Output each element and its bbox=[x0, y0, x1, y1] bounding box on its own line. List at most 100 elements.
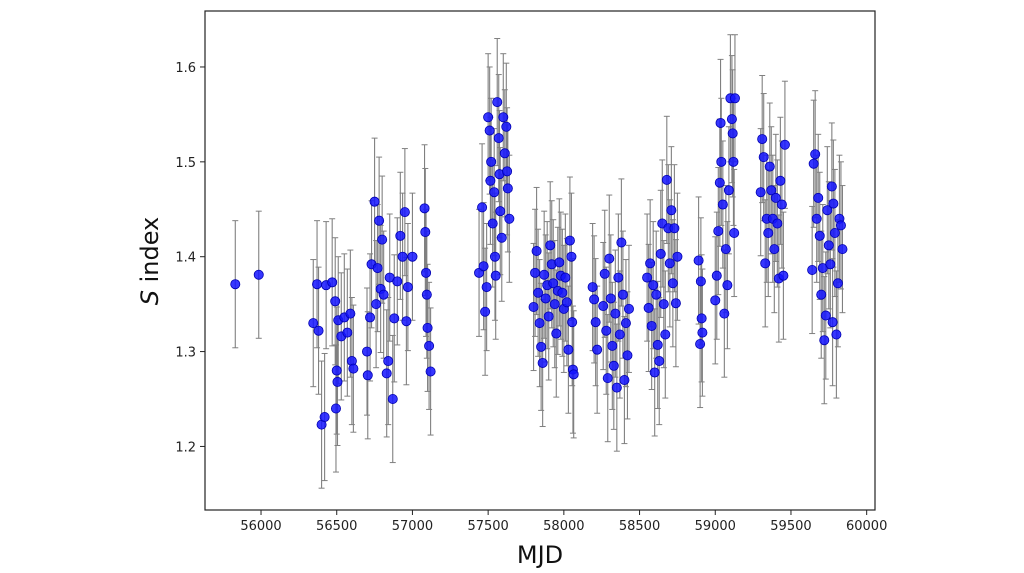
data-point bbox=[654, 356, 665, 367]
data-point bbox=[561, 297, 572, 308]
data-point bbox=[592, 344, 603, 355]
data-point bbox=[557, 287, 568, 298]
data-point bbox=[493, 133, 504, 144]
data-point bbox=[540, 293, 551, 304]
data-point bbox=[616, 237, 627, 248]
data-point bbox=[693, 255, 704, 266]
data-point bbox=[827, 317, 838, 328]
data-point bbox=[670, 298, 681, 309]
data-point bbox=[362, 346, 373, 357]
data-point bbox=[487, 218, 498, 229]
data-point bbox=[651, 289, 662, 300]
data-markers bbox=[230, 93, 848, 430]
data-point bbox=[807, 264, 818, 275]
x-tick-label: 60000 bbox=[846, 519, 887, 534]
data-point bbox=[342, 327, 353, 338]
data-point bbox=[502, 183, 513, 194]
data-point bbox=[399, 207, 410, 218]
data-point bbox=[486, 156, 497, 167]
data-point bbox=[664, 258, 675, 269]
data-point bbox=[551, 328, 562, 339]
data-point bbox=[715, 117, 726, 128]
data-point bbox=[825, 259, 836, 270]
x-tick-label: 57500 bbox=[467, 519, 508, 534]
y-tick-label: 1.4 bbox=[175, 251, 196, 266]
data-point bbox=[837, 244, 848, 255]
data-point bbox=[402, 282, 413, 293]
data-point bbox=[419, 203, 430, 214]
y-tick-label: 1.3 bbox=[175, 346, 196, 361]
data-point bbox=[312, 279, 323, 290]
data-point bbox=[599, 268, 610, 279]
data-point bbox=[814, 230, 825, 241]
data-point bbox=[478, 261, 489, 272]
data-point bbox=[383, 356, 394, 367]
data-point bbox=[313, 325, 324, 336]
data-point bbox=[230, 279, 241, 290]
data-point bbox=[377, 234, 388, 245]
data-point bbox=[602, 373, 613, 384]
data-point bbox=[811, 213, 822, 224]
data-point bbox=[530, 267, 541, 278]
data-point bbox=[533, 287, 544, 298]
data-point bbox=[816, 289, 827, 300]
data-point bbox=[729, 93, 740, 104]
data-point bbox=[601, 325, 612, 336]
data-point bbox=[643, 302, 654, 313]
data-point bbox=[330, 296, 341, 307]
data-point bbox=[489, 251, 500, 262]
data-point bbox=[613, 272, 624, 283]
data-point bbox=[813, 192, 824, 203]
data-point bbox=[424, 340, 435, 351]
data-point bbox=[649, 367, 660, 378]
data-point bbox=[719, 308, 730, 319]
data-point bbox=[808, 158, 819, 169]
data-point bbox=[772, 218, 783, 229]
data-point bbox=[755, 187, 766, 198]
data-point bbox=[374, 215, 385, 226]
x-tick-label: 57000 bbox=[392, 519, 433, 534]
data-point bbox=[504, 213, 515, 224]
data-point bbox=[758, 152, 769, 163]
data-point bbox=[727, 128, 738, 139]
data-point bbox=[646, 320, 657, 331]
x-tick-label: 59500 bbox=[770, 519, 811, 534]
y-axis-label-rest: index bbox=[136, 217, 164, 290]
x-axis-ticks: 56000 56500 57000 57500 58000 58500 59000 59500… bbox=[240, 510, 887, 534]
data-point bbox=[495, 206, 506, 217]
data-point bbox=[425, 366, 436, 377]
data-point bbox=[397, 251, 408, 262]
data-point bbox=[554, 257, 565, 268]
data-point bbox=[763, 227, 774, 238]
data-point bbox=[492, 97, 503, 108]
data-point bbox=[645, 258, 656, 269]
data-point bbox=[776, 199, 787, 210]
data-point bbox=[401, 316, 412, 327]
data-point bbox=[480, 306, 491, 317]
data-point bbox=[611, 382, 622, 393]
data-point bbox=[365, 312, 376, 323]
data-point bbox=[587, 282, 598, 293]
data-point bbox=[723, 185, 734, 196]
data-point bbox=[362, 370, 373, 381]
x-axis-label: MJD bbox=[517, 541, 563, 569]
data-point bbox=[716, 156, 727, 167]
data-point bbox=[666, 205, 677, 216]
data-point bbox=[498, 112, 509, 123]
data-point bbox=[484, 125, 495, 136]
data-point bbox=[421, 267, 432, 278]
data-point bbox=[604, 253, 615, 264]
data-point bbox=[481, 282, 492, 293]
data-point bbox=[713, 226, 724, 237]
data-point bbox=[822, 205, 833, 216]
data-point bbox=[501, 121, 512, 132]
data-point bbox=[760, 258, 771, 269]
data-point bbox=[832, 278, 843, 289]
data-point bbox=[648, 280, 659, 291]
data-point bbox=[779, 139, 790, 150]
data-point bbox=[387, 394, 398, 405]
plot-frame bbox=[204, 10, 876, 511]
data-point bbox=[775, 175, 786, 186]
data-point bbox=[499, 148, 510, 159]
